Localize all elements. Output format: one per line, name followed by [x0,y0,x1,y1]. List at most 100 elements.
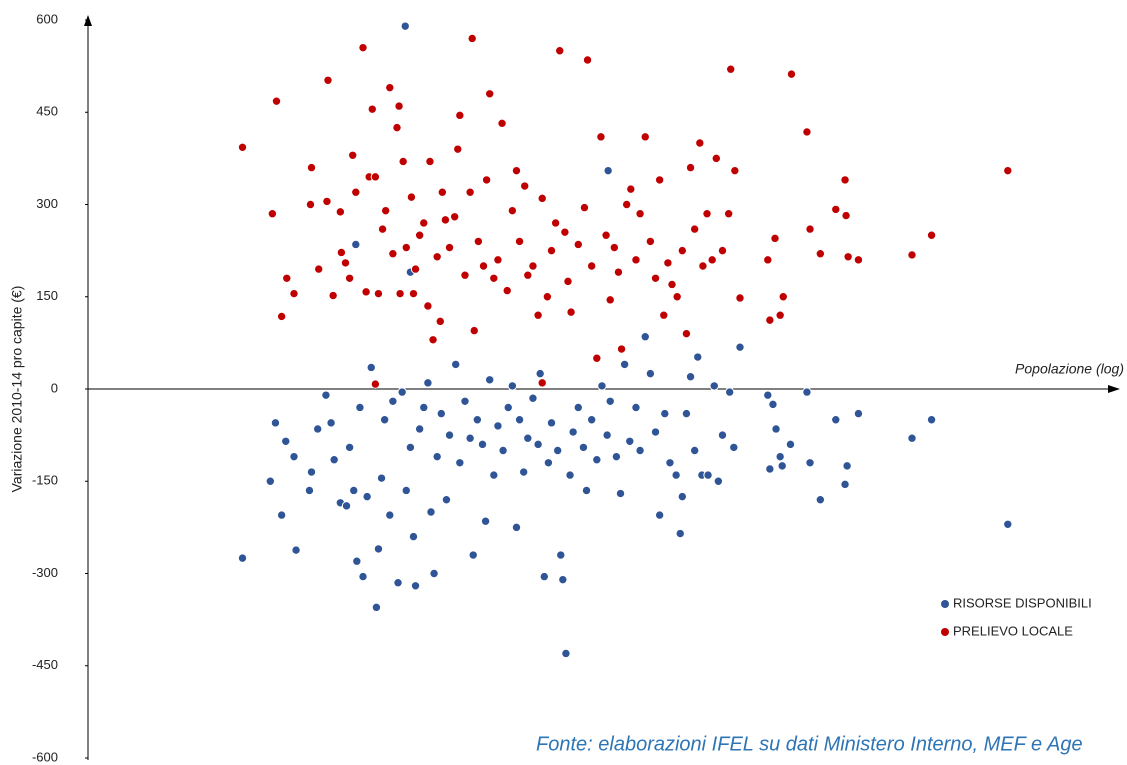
point [511,165,522,176]
point [405,442,416,453]
point [276,510,287,520]
point [635,445,645,456]
point [640,132,650,142]
point [631,255,641,265]
point [695,138,705,148]
point [465,187,475,197]
point [711,153,721,164]
point [498,445,508,456]
point [619,359,630,370]
point [426,507,436,517]
point [775,451,785,462]
point [348,150,358,161]
point [361,287,371,297]
point [586,261,597,271]
point [507,381,518,391]
point [351,187,361,197]
point [502,285,512,296]
point [677,491,688,502]
point [603,165,613,176]
point [485,89,495,99]
point [237,553,248,563]
point [366,362,376,373]
point [831,204,841,215]
point [565,470,575,480]
point [815,495,826,505]
point [282,273,292,283]
point [410,264,421,274]
point [312,424,323,434]
point [640,332,650,342]
point [329,455,339,465]
point [514,415,525,425]
point [425,156,435,167]
y-tick-label: 300 [36,196,58,211]
point [514,236,525,247]
point [831,415,841,425]
point [414,424,425,434]
point [270,418,281,428]
point [650,427,661,437]
point [432,252,442,262]
point [613,267,624,277]
point [435,316,445,327]
point [271,96,282,106]
y-axis-label: Variazione 2010-14 pro capite (€) [9,286,25,493]
source-note: Fonte: elaborazioni IFEL su dati Ministe… [536,733,1083,755]
point [460,396,470,406]
point [659,310,669,320]
point [336,247,347,258]
point [408,531,419,542]
point [729,442,739,453]
point [473,236,484,247]
point [429,568,439,579]
point [478,261,489,271]
point [841,210,851,221]
point [489,470,499,480]
point [735,342,745,352]
point [726,64,736,74]
point [449,212,460,222]
point [289,288,299,299]
point [352,556,362,566]
point [558,574,568,585]
point [561,648,571,659]
point [385,82,395,93]
point [444,430,455,440]
point [560,227,570,237]
point [775,310,785,320]
point [321,390,331,400]
point [802,387,812,397]
point [609,242,620,253]
point [528,393,538,403]
point [398,156,408,167]
point [626,184,636,194]
point [537,378,547,388]
point [597,381,607,391]
point [840,175,850,185]
point [907,250,917,260]
point [675,528,685,539]
point [533,310,543,320]
point [605,295,615,305]
point [768,399,778,410]
point [394,101,404,111]
point [703,470,713,480]
y-tick-label: 450 [36,104,58,119]
point [468,550,478,560]
point [388,249,398,259]
point [340,258,351,268]
point [563,276,573,287]
point [440,215,451,225]
point [582,55,593,65]
point [379,415,390,425]
point [805,458,815,468]
point [763,390,773,400]
point [493,255,503,265]
y-tick-label: -450 [32,657,58,672]
point [388,396,398,406]
point [460,270,470,280]
point [786,69,797,79]
point [717,430,728,440]
